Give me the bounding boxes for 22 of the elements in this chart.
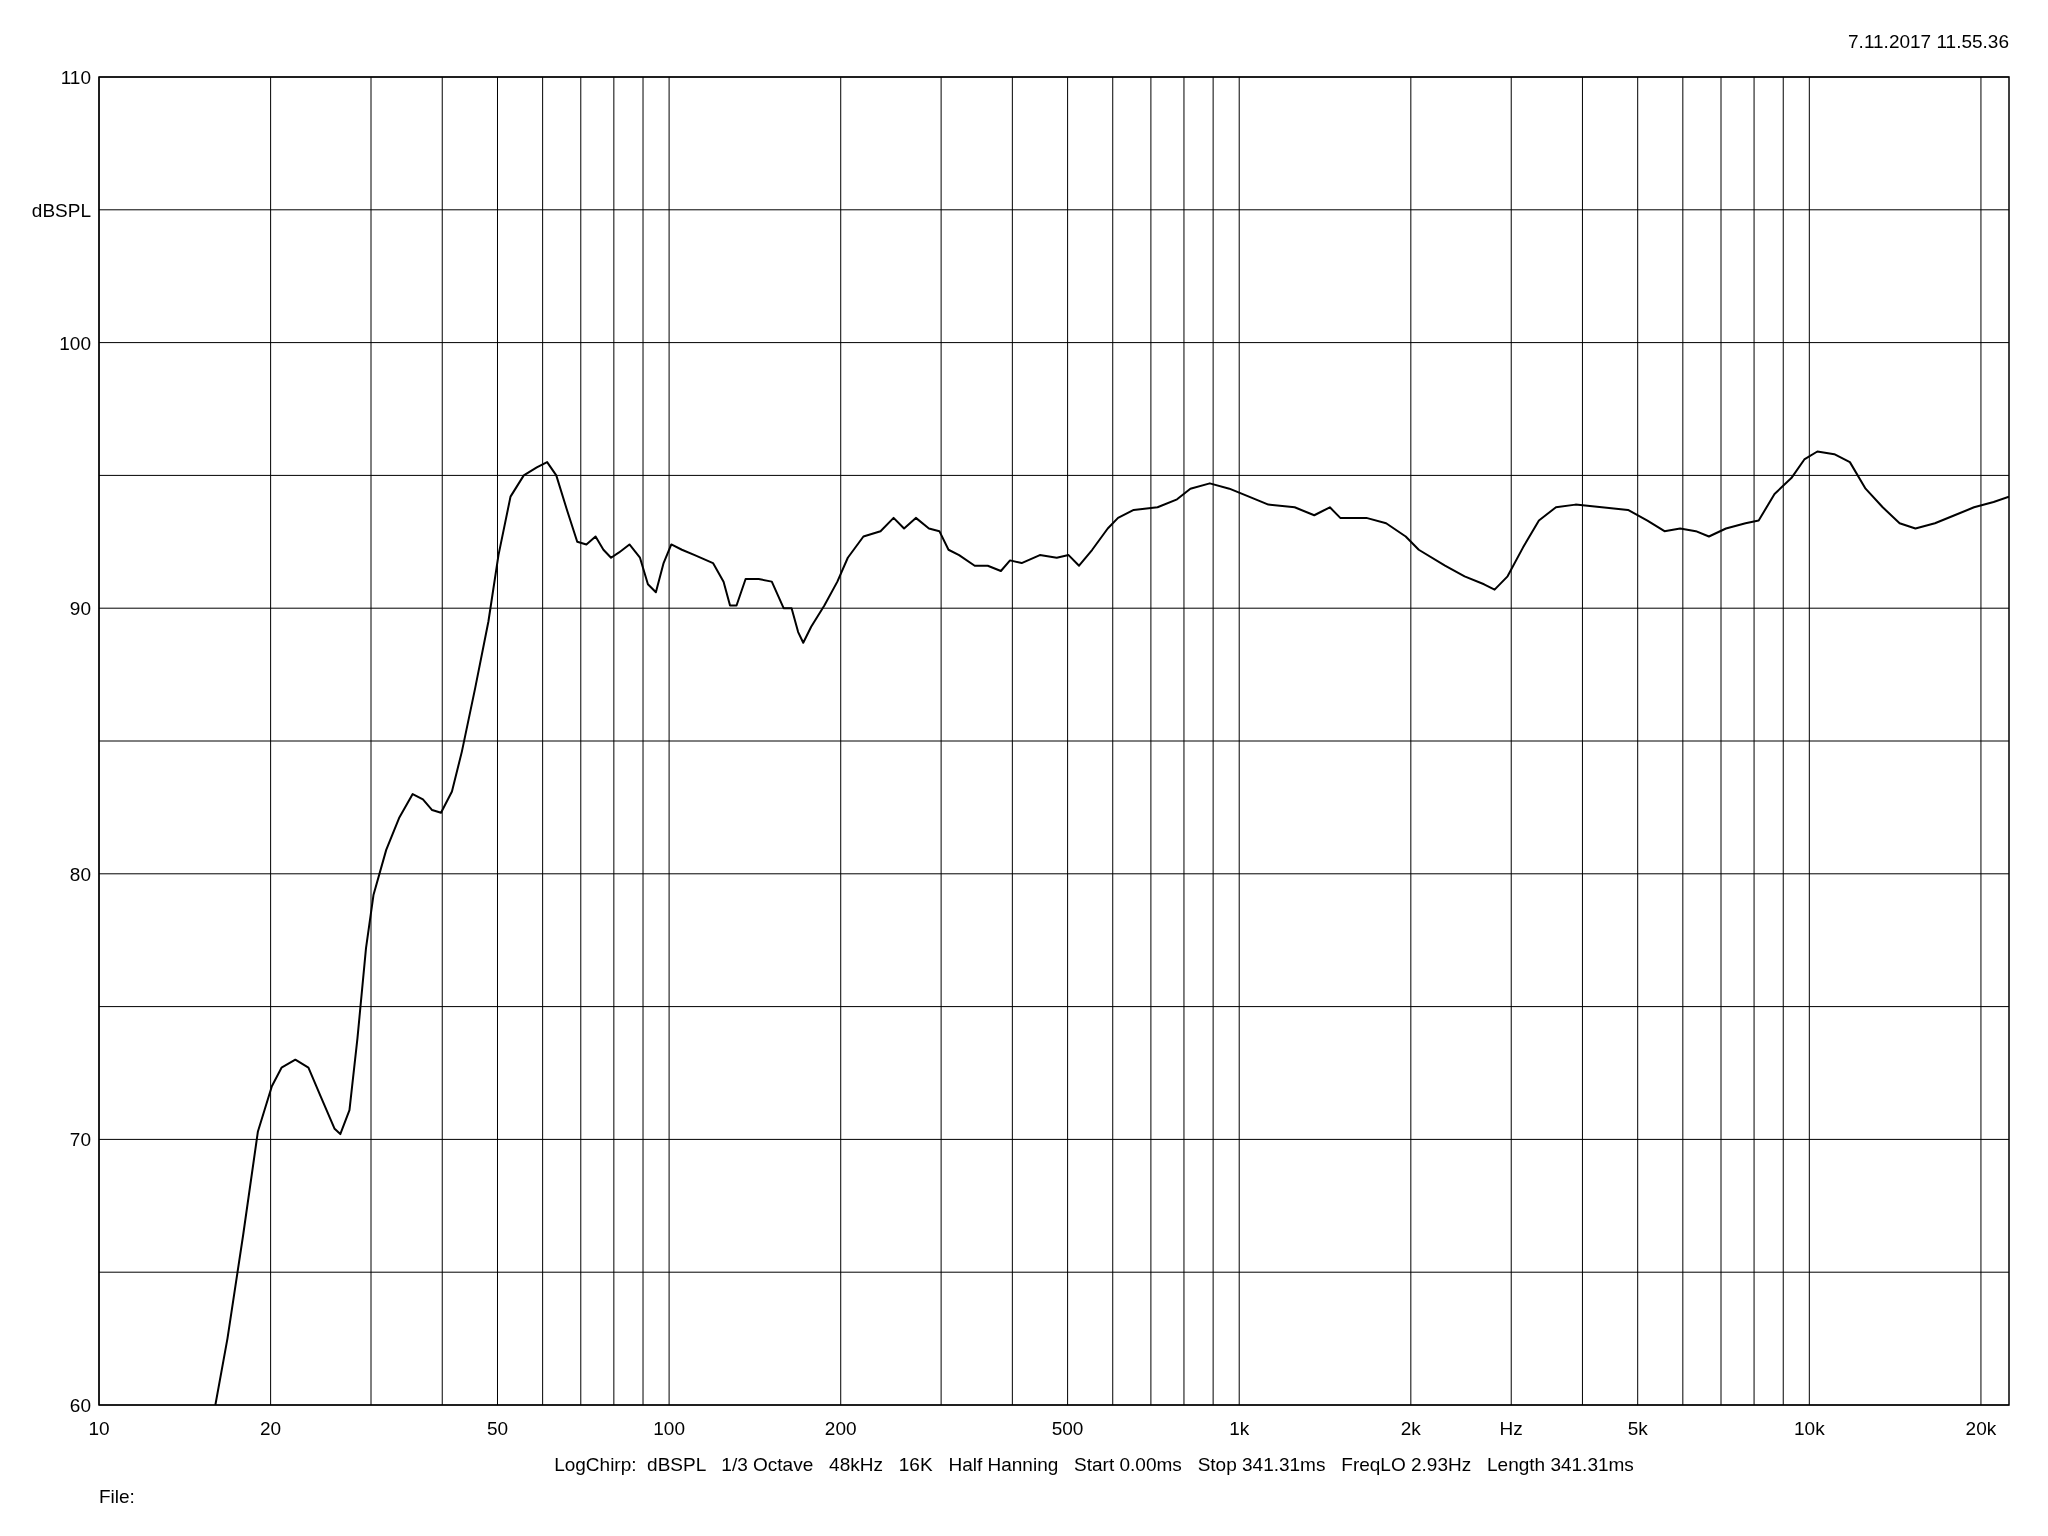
x-tick-label: 20k — [1965, 1418, 1997, 1439]
text: 7.11.2017 11.55.36 — [1848, 31, 2009, 52]
x-tick-label: 100 — [653, 1418, 685, 1439]
x-axis-title: Hz — [1499, 1418, 1523, 1439]
y-tick-label: 110 — [60, 67, 91, 88]
x-tick-label: 1k — [1229, 1418, 1250, 1439]
x-tick-label: 10k — [1794, 1418, 1826, 1439]
x-tick-label: 10 — [88, 1418, 110, 1439]
x-tick-label: 2k — [1400, 1418, 1422, 1439]
x-tick-label: 50 — [486, 1418, 509, 1439]
text: File: — [99, 1486, 135, 1507]
y-tick-label: 60 — [69, 1395, 91, 1416]
x-tick-label: 500 — [1051, 1418, 1084, 1439]
y-tick-label: 70 — [69, 1129, 91, 1151]
x-tick-label: 200 — [824, 1418, 857, 1439]
x-tick-label: 5k — [1627, 1418, 1649, 1439]
y-tick-label: 100 — [59, 332, 91, 354]
text: LogChirp: dBSPL 1/3 Octave 48kHz 16K Half Hanning Start 0.00ms Stop 341.31ms FreqLO 2.93Hz Length 341.31ms — [554, 1454, 1634, 1475]
y-tick-label: 80 — [69, 863, 91, 885]
y-axis-title: dBSPL — [31, 199, 91, 221]
x-tick-label: 20 — [260, 1418, 282, 1439]
y-tick-label: 90 — [69, 598, 91, 620]
